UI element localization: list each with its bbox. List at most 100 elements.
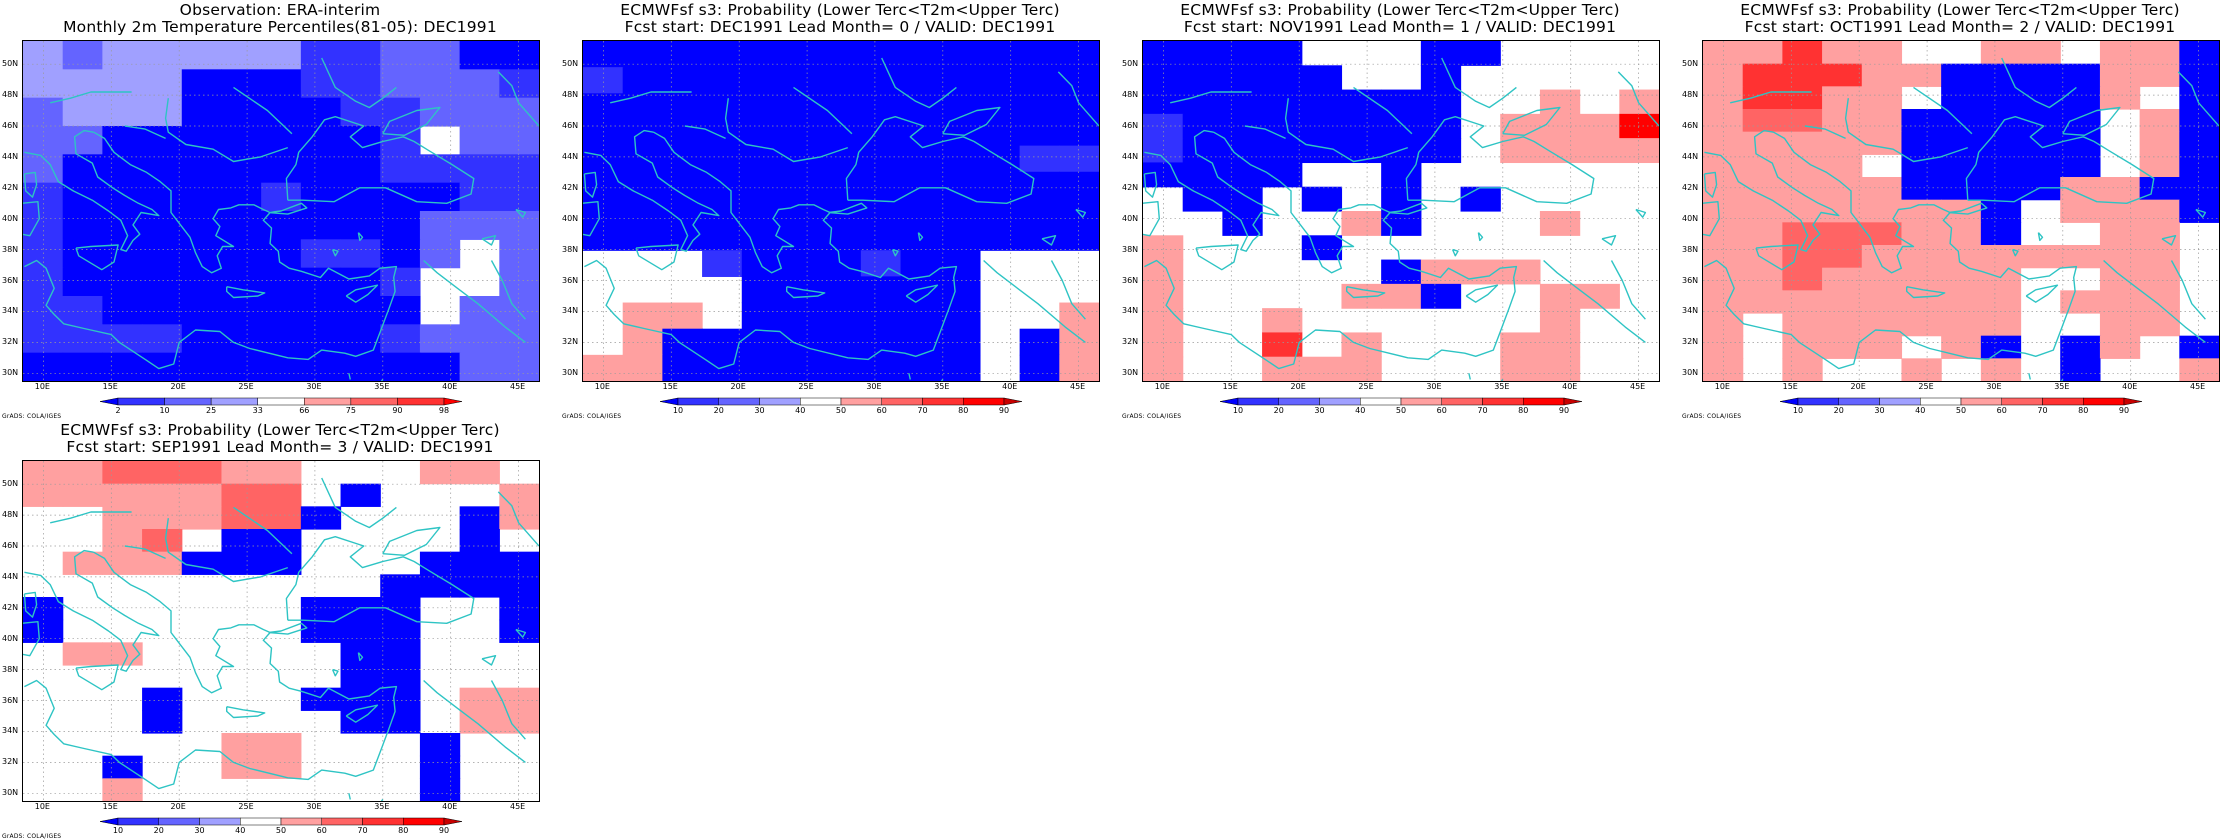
grid-cell: [2099, 335, 2141, 359]
grid-cell: [1941, 245, 1982, 269]
grid-cell: [940, 93, 981, 121]
grid-cell: [1941, 267, 1982, 291]
lat-tick-label: 44N: [1682, 151, 1699, 161]
grid-cell: [300, 352, 342, 381]
grid-cell: [741, 119, 783, 147]
grid-cell: [2020, 63, 2061, 87]
grid-cell: [419, 211, 461, 240]
coastline: [1804, 125, 1846, 140]
coastline: [345, 704, 379, 723]
grid-cell: [1182, 65, 1223, 91]
grid-cell: [340, 665, 381, 689]
lon-tick-label: 10E: [594, 382, 610, 391]
grid-cell: [1262, 65, 1303, 91]
grid-cell: [1301, 186, 1343, 212]
colorbar: [99, 817, 463, 826]
coastline: [2060, 379, 2064, 381]
grid-cell: [622, 197, 663, 225]
grid-cell: [741, 328, 783, 356]
grid-cell: [2099, 86, 2141, 110]
grid-cell: [2099, 313, 2141, 337]
coastline: [382, 526, 441, 556]
coastline: [1244, 125, 1286, 140]
grid-cell: [1861, 313, 1903, 337]
lon-tick-label: 45E: [2190, 382, 2206, 391]
grid-cell: [2179, 199, 2219, 223]
grid-cell: [741, 276, 783, 304]
grid-cell: [1301, 113, 1343, 139]
grid-cell: [181, 69, 223, 99]
coastline: [2011, 248, 2019, 257]
grid-cell: [1941, 313, 1982, 337]
colorbar-swatch: [1838, 397, 1880, 406]
colorbar-tick-label: 80: [1518, 406, 1529, 415]
grid-cell: [900, 302, 941, 330]
grid-cell: [1143, 332, 1184, 358]
coastline: [1075, 208, 1087, 218]
grid-cell: [340, 126, 381, 155]
colorbar-tick-label: 75: [345, 406, 356, 415]
grid-cell: [1262, 356, 1303, 381]
grid-cell: [62, 352, 103, 381]
lat-tick-label: 44N: [1122, 151, 1139, 161]
colorbar-tick-label: 40: [1355, 406, 1366, 415]
colorbar: [99, 397, 463, 406]
grid-cell: [23, 619, 64, 643]
coastline: [583, 201, 600, 237]
grid-cell: [781, 67, 822, 94]
map-canvas: [23, 461, 539, 801]
coastline: [1703, 201, 1720, 237]
coastline: [490, 680, 526, 740]
grid-cell: [900, 354, 941, 381]
grid-cell: [979, 145, 1021, 173]
lat-tick-label: 30N: [562, 368, 579, 378]
lon-tick-label: 45E: [510, 382, 526, 391]
grid-cell: [221, 551, 262, 575]
grid-cell: [459, 506, 500, 530]
coastline: [164, 518, 289, 583]
grid-cell: [419, 352, 461, 381]
coastline: [75, 664, 119, 691]
lat-tick-label: 40N: [1122, 213, 1139, 223]
grid-cell: [499, 154, 539, 184]
lat-tick-label: 48N: [1682, 90, 1699, 100]
grid-cell: [62, 324, 103, 354]
lon-tick-label: 30E: [306, 382, 322, 391]
grid-cell: [860, 302, 902, 330]
lat-tick-label: 36N: [2, 695, 19, 705]
grid-cell: [261, 154, 302, 184]
coastline: [1755, 244, 1799, 271]
grid-cell: [1941, 109, 1982, 133]
lat-tick-label: 48N: [1122, 90, 1139, 100]
grid-cell: [499, 551, 539, 575]
coastline: [124, 545, 166, 560]
grid-cell: [900, 93, 941, 121]
grid-cell: [1822, 41, 1863, 65]
colorbar-tick-label: 70: [357, 826, 368, 835]
grid-cell: [741, 197, 783, 225]
lat-tick-label: 42N: [1122, 182, 1139, 192]
grid-cell: [221, 461, 262, 485]
map-panel-2: ECMWFsf s3: Probability (Lower Terc<T2m<…: [560, 0, 1120, 420]
lat-tick-label: 32N: [562, 337, 579, 347]
grid-cell: [940, 302, 981, 330]
grid-cell: [340, 154, 381, 184]
grid-cell: [940, 224, 981, 251]
grads-credit: GrADS: COLA/IGES: [1682, 413, 1742, 420]
lat-tick-label: 50N: [562, 59, 579, 69]
grid-cell: [1703, 86, 1744, 110]
grid-cell: [900, 197, 941, 225]
coastline: [828, 202, 868, 215]
colorbar-swatch: [304, 397, 352, 406]
coastline: [1284, 98, 1409, 163]
grid-cell: [1861, 86, 1903, 110]
grid-cell: [62, 239, 103, 269]
colorbar-tick-label: 90: [2118, 406, 2130, 415]
grid-cell: [1822, 335, 1863, 359]
grid-cell: [1019, 41, 1060, 68]
lat-tick-label: 44N: [2, 571, 19, 581]
grid-cell: [1222, 162, 1263, 188]
grid-cell: [142, 324, 183, 354]
grid-cell: [741, 354, 783, 381]
grid-cell: [380, 296, 421, 325]
